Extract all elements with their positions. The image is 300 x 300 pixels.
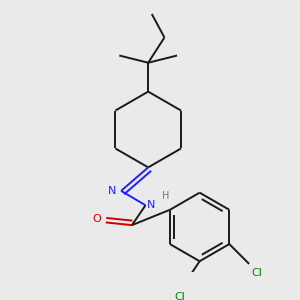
Text: H: H — [162, 191, 169, 201]
Text: Cl: Cl — [174, 292, 185, 300]
Text: O: O — [92, 214, 101, 224]
Text: N: N — [147, 200, 155, 210]
Text: N: N — [108, 186, 116, 196]
Text: Cl: Cl — [251, 268, 262, 278]
